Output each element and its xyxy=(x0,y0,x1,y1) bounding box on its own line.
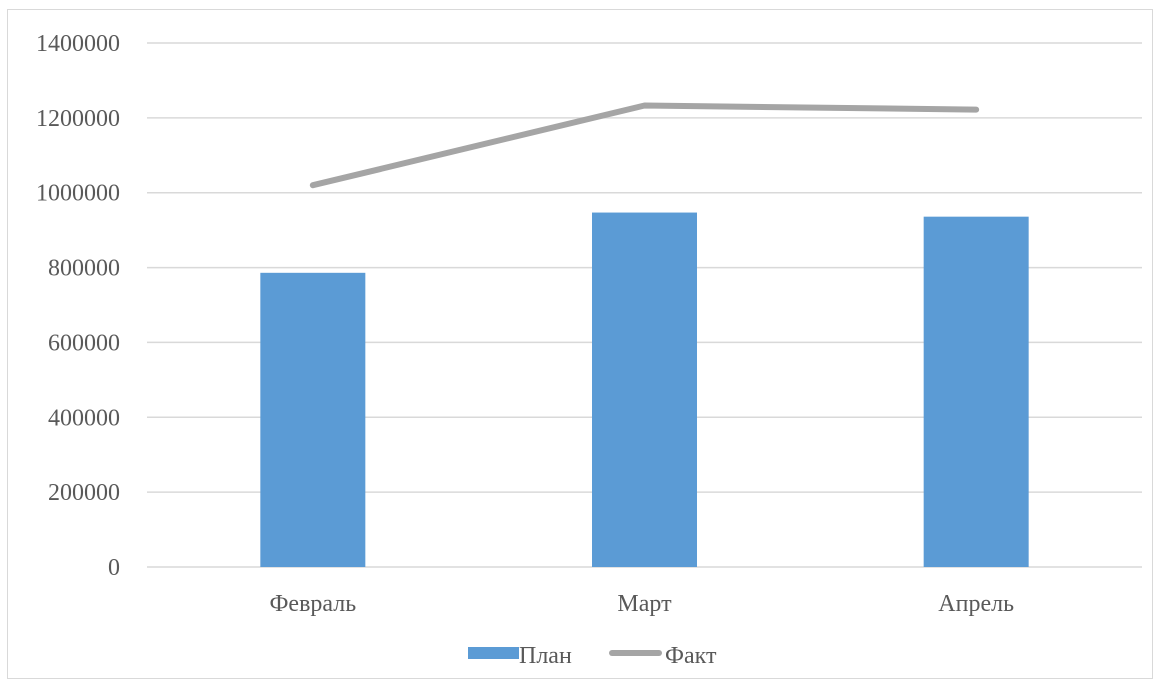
fact-point xyxy=(975,109,977,111)
y-tick-label: 400000 xyxy=(48,405,120,431)
x-tick-label: Март xyxy=(617,591,672,617)
y-tick-label: 1000000 xyxy=(36,181,120,207)
x-tick-label: Февраль xyxy=(269,591,356,617)
plan-bars xyxy=(260,212,1029,567)
plan-bar xyxy=(260,272,366,567)
fact-line-series xyxy=(309,102,980,189)
y-tick-label: 1400000 xyxy=(36,31,120,57)
plan-bar xyxy=(592,212,697,567)
y-tick-label: 0 xyxy=(108,555,120,581)
legend: План Факт xyxy=(468,643,717,669)
plan-bar xyxy=(923,216,1029,567)
fact-point xyxy=(644,105,645,107)
y-tick-label: 200000 xyxy=(48,480,120,506)
y-tick-label: 800000 xyxy=(48,256,120,282)
fact-point xyxy=(312,184,314,186)
axes: 0 200000 400000 600000 800000 1000000 1200000 1… xyxy=(36,31,1014,617)
chart-area: 0 200000 400000 600000 800000 1000000 1200000 1… xyxy=(7,9,1153,679)
legend-label-plan: План xyxy=(519,643,572,669)
combo-chart: 0 200000 400000 600000 800000 1000000 1200000 1… xyxy=(36,31,1142,669)
y-tick-label: 600000 xyxy=(48,330,120,356)
legend-swatch-plan xyxy=(468,647,519,659)
x-tick-label: Апрель xyxy=(938,591,1014,617)
y-tick-label: 1200000 xyxy=(36,106,120,132)
legend-label-fact: Факт xyxy=(665,643,717,669)
